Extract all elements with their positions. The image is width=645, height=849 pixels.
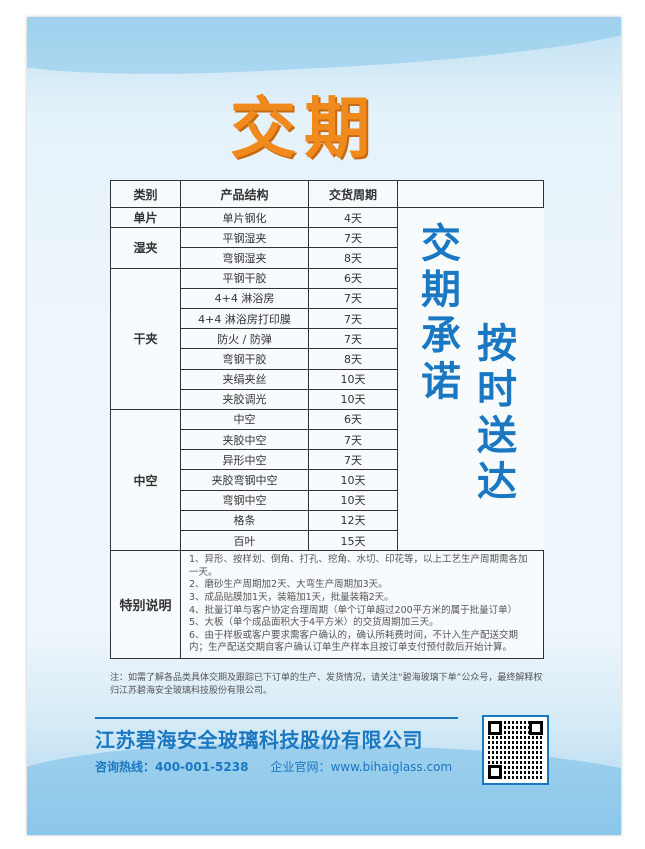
product-cell: 平钢干胶 <box>180 267 309 289</box>
product-cell: 夹胶调光 <box>180 388 309 410</box>
note-item: 4、批量订单与客户协定合理周期（单个订单超过200平方米的属于批量订单） <box>189 604 518 616</box>
period-cell: 7天 <box>308 307 398 330</box>
table-row: 4+4 淋浴房打印膜 7天 <box>111 307 544 330</box>
website[interactable]: 企业官网：www.bihaiglass.com <box>270 760 453 774</box>
note-item: 1、异形、按样划、倒角、打孔、挖角、水切、印花等，以上工艺生产周期需各加一天。 <box>189 554 528 578</box>
note-item: 3、成品贴膜加1天，装箱加1天，批量装箱2天。 <box>189 591 394 603</box>
table-row: 夹胶弯钢中空 10天 <box>111 469 544 491</box>
company-name: 江苏碧海安全玻璃科技股份有限公司 <box>95 728 423 752</box>
table-header-row: 类别 产品结构 交货周期 交期承诺 按时送达 <box>110 180 544 505</box>
contact-info: 咨询热线：400-001-5238 企业官网：www.bihaiglass.com <box>95 758 452 775</box>
product-cell: 夹胶弯钢中空 <box>180 469 309 491</box>
notes-row: 特别说明 1、异形、按样划、倒角、打孔、挖角、水切、印花等，以上工艺生产周期需各加… <box>110 550 544 659</box>
header-product: 产品结构 <box>180 180 309 208</box>
product-cell: 4+4 淋浴房 <box>180 287 309 309</box>
product-cell: 格条 <box>180 509 309 532</box>
period-cell: 12天 <box>308 509 398 532</box>
table-row: 弯钢干胶 8天 <box>111 348 544 370</box>
notes-list: 1、异形、按样划、倒角、打孔、挖角、水切、印花等，以上工艺生产周期需各加一天。 2… <box>180 550 544 659</box>
period-cell: 7天 <box>308 328 398 350</box>
category-cell: 单片 <box>110 206 181 229</box>
product-cell: 夹绢夹丝 <box>180 368 309 390</box>
product-cell: 异形中空 <box>180 449 309 471</box>
table-row: 中空 中空 6天 <box>110 408 544 552</box>
header-category: 类别 <box>110 180 181 208</box>
product-cell: 弯钢湿夹 <box>180 247 309 269</box>
note-item: 6、由于样板或客户要求需客户确认的，确认所耗费时间，不计入生产配送交期内；生产配… <box>189 629 519 654</box>
qr-code <box>482 715 549 785</box>
note-item: 5、大板（单个成品面积大于4平方米）的交货周期加三天。 <box>189 617 439 629</box>
delivery-table: 类别 产品结构 交货周期 交期承诺 按时送达 单片 单片钢化 4天 湿夹 平钢湿夹 7天弯… <box>110 180 544 659</box>
period-cell: 7天 <box>308 449 398 471</box>
period-cell: 6天 <box>308 267 398 289</box>
product-cell: 弯钢中空 <box>180 489 309 511</box>
period-cell: 7天 <box>308 227 398 249</box>
category-cell: 干夹 <box>110 267 181 410</box>
period-cell: 4天 <box>308 206 398 229</box>
period-cell: 7天 <box>308 429 398 451</box>
table-row: 百叶 15天 <box>111 529 544 552</box>
slogan-commitment: 交期承诺 <box>421 221 461 405</box>
period-cell: 8天 <box>308 348 398 370</box>
category-cell: 中空 <box>110 408 181 552</box>
divider <box>95 717 458 719</box>
period-cell: 6天 <box>308 408 398 431</box>
product-cell: 百叶 <box>180 529 309 552</box>
note-item: 2、磨砂生产周期加2天、大弯生产周期加3天。 <box>189 579 388 591</box>
period-cell: 15天 <box>308 529 398 552</box>
category-cell: 湿夹 <box>110 227 181 269</box>
period-cell: 8天 <box>308 247 398 269</box>
product-cell: 弯钢干胶 <box>180 348 309 370</box>
product-cell: 单片钢化 <box>180 206 309 229</box>
product-cell: 夹胶中空 <box>180 429 309 451</box>
period-cell: 10天 <box>308 469 398 491</box>
table-row: 异形中空 7天 <box>111 449 544 471</box>
footnote: 注：如需了解各品类具体交期及跟踪已下订单的生产、发货情况，请关注“碧海玻璃下单”… <box>110 673 543 696</box>
period-cell: 10天 <box>308 489 398 511</box>
notes-label: 特别说明 <box>110 550 181 659</box>
page-title: 交期 <box>230 89 378 167</box>
product-cell: 防火 / 防弹 <box>180 328 309 350</box>
poster: 交期 类别 产品结构 交货周期 交期承诺 按时送达 单片 单片钢化 4天 湿夹 平钢湿夹… <box>27 17 621 835</box>
table-row: 湿夹 平钢湿夹 7天 <box>110 227 544 269</box>
table-row: 单片 单片钢化 4天 <box>110 206 544 229</box>
product-cell: 平钢湿夹 <box>180 227 309 249</box>
slogan-on-time: 按时送达 <box>477 321 517 505</box>
product-cell: 中空 <box>180 408 309 431</box>
table-row: 夹胶调光 10天 <box>111 388 544 410</box>
table-row: 夹胶中空 7天 <box>111 429 544 451</box>
period-cell: 10天 <box>308 388 398 410</box>
period-cell: 10天 <box>308 368 398 390</box>
product-cell: 4+4 淋浴房打印膜 <box>180 307 309 330</box>
header-period: 交货周期 <box>308 180 398 208</box>
hotline: 咨询热线：400-001-5238 <box>95 760 249 774</box>
table-row: 干夹 平钢干胶 6天 <box>110 267 544 410</box>
slogan-cell: 交期承诺 按时送达 <box>397 180 544 505</box>
period-cell: 7天 <box>308 287 398 309</box>
